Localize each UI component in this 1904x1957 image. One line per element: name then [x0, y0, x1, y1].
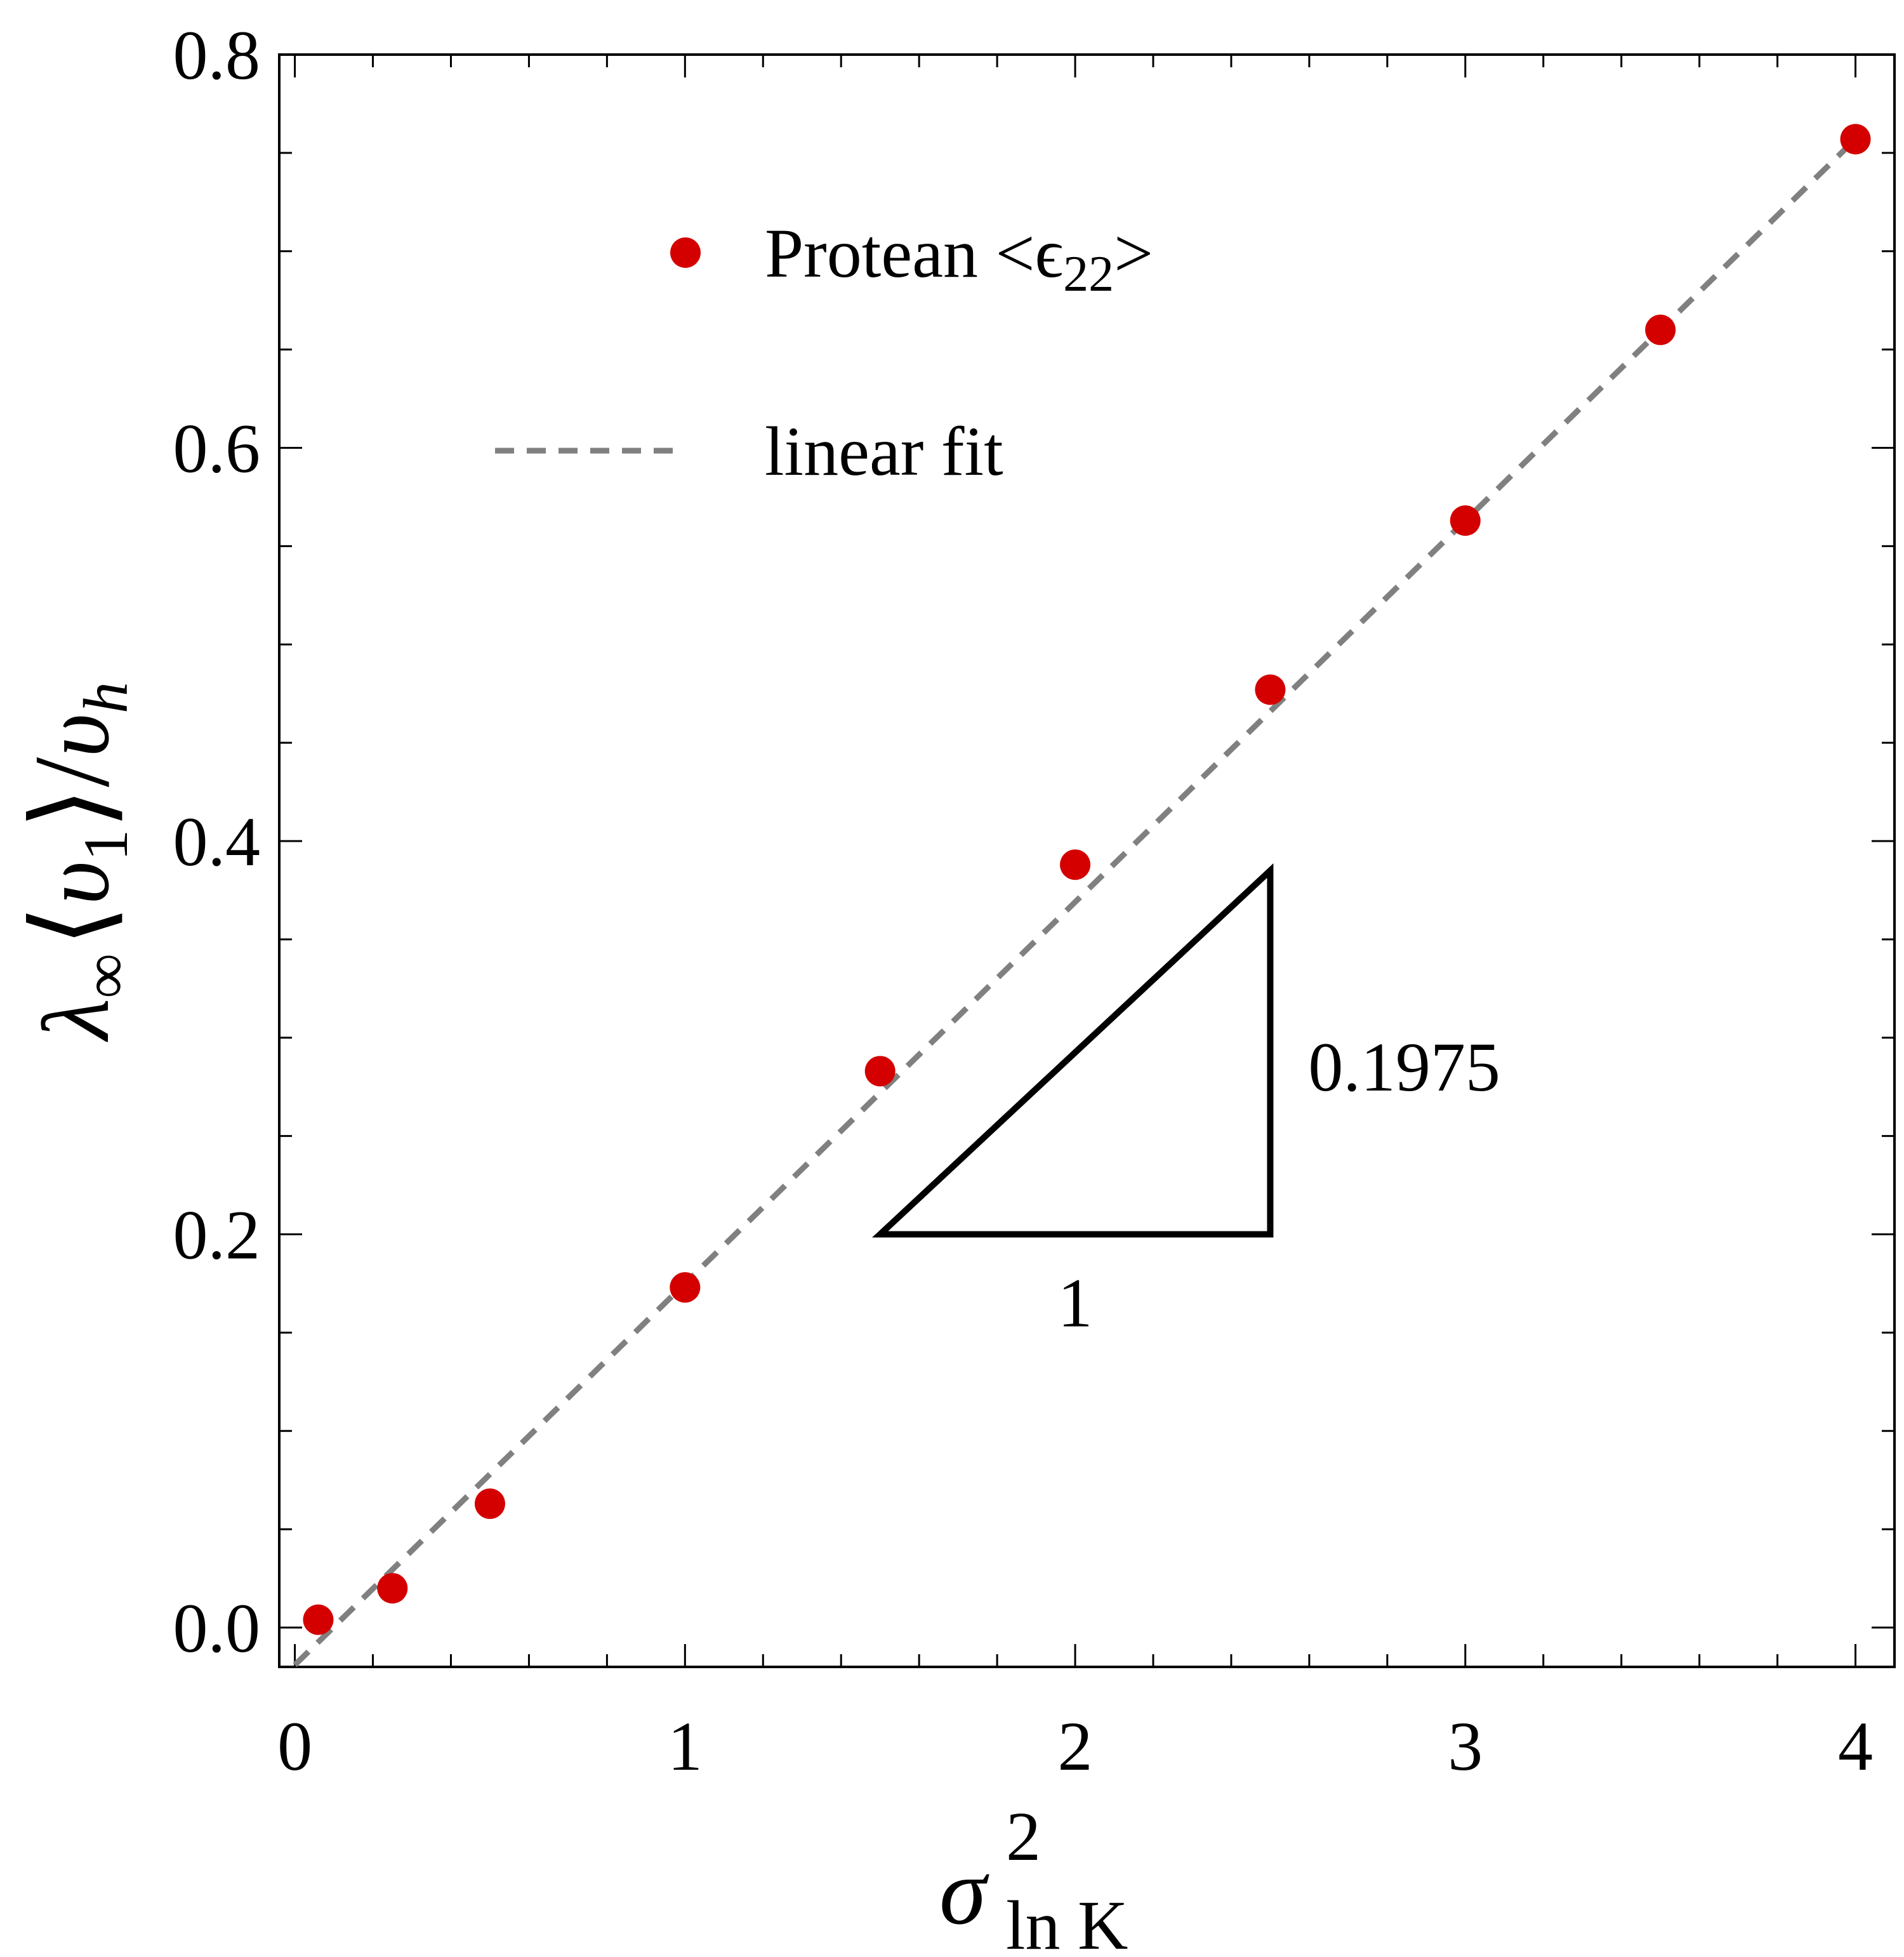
y-label-v: υ — [23, 861, 129, 905]
fit-line — [293, 136, 1858, 1668]
x-tick-label-1: 1 — [668, 1708, 703, 1785]
x-tick-labels: 0 1 2 3 4 — [277, 1708, 1873, 1785]
y-label-lambda: λ — [23, 998, 129, 1042]
data-point — [1060, 849, 1091, 880]
axis-ticks — [279, 53, 1894, 1667]
y-axis-label-text: λ∞⟨υ1⟩/υh — [12, 682, 141, 1042]
legend-label-line: linear fit — [765, 413, 1003, 490]
plot-frame — [278, 53, 1896, 1668]
x-axis-label: σ 2 ln K — [939, 1798, 1128, 1957]
y-label-v2: υ — [23, 713, 129, 757]
data-point — [303, 1604, 334, 1635]
x-tick-label-2: 2 — [1058, 1708, 1093, 1785]
y-label-v2-sub: h — [70, 682, 141, 713]
data-point — [1840, 124, 1871, 155]
legend-label-scatter-prefix: Protean <ϵ — [765, 215, 1063, 292]
y-axis-label: λ∞⟨υ1⟩/υh — [12, 682, 141, 1042]
y-label-open: ⟨ — [12, 905, 131, 946]
x-tick-label-0: 0 — [277, 1708, 312, 1785]
legend-marker-scatter — [670, 237, 701, 268]
slope-triangle — [871, 863, 1274, 1238]
y-tick-label-3: 0.6 — [173, 410, 261, 488]
data-point — [1645, 314, 1676, 345]
x-axis-label-sub: ln K — [1006, 1887, 1128, 1957]
y-tick-labels: 0.0 0.2 0.4 0.6 0.8 — [173, 17, 261, 1667]
y-tick-label-1: 0.2 — [173, 1197, 261, 1274]
x-axis-label-base: σ — [939, 1839, 989, 1944]
y-label-slash: / — [12, 757, 131, 787]
data-point — [1450, 505, 1481, 536]
slope-run-label: 1 — [1058, 1264, 1093, 1342]
slope-triangle-shape — [871, 863, 1274, 1238]
y-tick-label-2: 0.4 — [173, 803, 261, 880]
legend-label-scatter: Protean <ϵ22> — [765, 215, 1153, 302]
data-point — [864, 1056, 896, 1087]
y-tick-label-0: 0.0 — [173, 1589, 261, 1667]
x-tick-label-3: 3 — [1448, 1708, 1483, 1785]
data-points — [303, 124, 1871, 1635]
y-tick-label-4: 0.8 — [173, 17, 261, 94]
y-label-v-sub: 1 — [70, 829, 141, 861]
data-point — [670, 1272, 701, 1303]
legend: Protean <ϵ22> linear fit — [495, 215, 1153, 490]
plot-area — [278, 53, 1896, 1668]
legend-label-scatter-suffix: > — [1114, 215, 1153, 292]
y-label-close: ⟩ — [12, 787, 131, 829]
data-point — [377, 1573, 408, 1604]
data-point — [1255, 674, 1286, 705]
data-point — [474, 1488, 505, 1519]
x-axis-label-sup: 2 — [1006, 1798, 1041, 1875]
y-label-lambda-sub: ∞ — [70, 953, 141, 998]
x-tick-label-4: 4 — [1838, 1708, 1873, 1785]
slope-rise-label: 0.1975 — [1308, 1028, 1500, 1106]
fit-line-layer — [293, 136, 1858, 1668]
legend-label-scatter-sub: 22 — [1063, 246, 1114, 302]
